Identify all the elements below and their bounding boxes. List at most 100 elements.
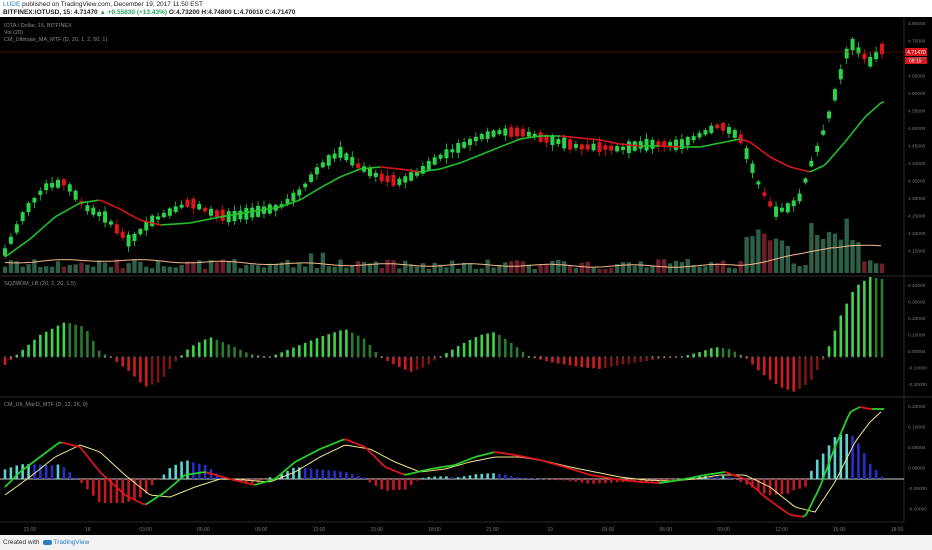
legend-macd: CM_Ult_MacD_MTF (D, 12, 26, 9) xyxy=(4,402,88,408)
candle-body xyxy=(61,179,66,186)
macd-line-segment xyxy=(205,471,210,474)
squeeze-dot xyxy=(663,356,666,358)
volume-bar xyxy=(597,268,602,273)
squeeze-bar xyxy=(480,334,484,357)
ma-segment xyxy=(121,209,126,213)
macd-histogram-bar xyxy=(268,477,272,479)
macd-line-segment xyxy=(94,465,99,471)
ma-segment xyxy=(703,144,708,147)
squeeze-dot xyxy=(739,356,742,358)
squeeze-bar xyxy=(574,357,578,367)
candle-body xyxy=(544,134,549,143)
candle-body xyxy=(291,192,296,202)
macd-line-segment xyxy=(139,501,144,505)
candle-body xyxy=(526,131,531,137)
macd-line-segment xyxy=(4,483,9,488)
ma-segment xyxy=(493,147,498,151)
author-link[interactable]: LUDE xyxy=(3,1,21,8)
macd-line-segment xyxy=(262,480,267,484)
volume-bar xyxy=(614,264,620,273)
ma-segment xyxy=(313,189,318,193)
macd-line-segment xyxy=(25,464,30,469)
candle-body xyxy=(44,183,49,191)
squeeze-dot xyxy=(192,356,195,358)
volume-bar xyxy=(338,259,343,273)
volume-bar xyxy=(797,266,802,273)
price-tick-label: 4.55000 xyxy=(908,109,926,115)
macd-line-segment xyxy=(865,407,870,410)
macd-line-segment xyxy=(70,443,75,447)
candle-body xyxy=(832,89,837,101)
macd-line-segment xyxy=(133,498,138,502)
macd-line-segment xyxy=(22,466,27,471)
tradingview-link[interactable]: TradingView xyxy=(53,539,90,546)
candle-body xyxy=(815,145,820,152)
macd-histogram-bar xyxy=(327,470,331,479)
squeeze-dot xyxy=(245,356,248,358)
ma-segment xyxy=(25,239,30,243)
volume-bar xyxy=(302,266,308,273)
squeeze-bar xyxy=(356,335,360,357)
ma-segment xyxy=(280,204,285,208)
volume-bar xyxy=(444,267,449,273)
ma-segment xyxy=(283,203,288,207)
squeeze-dot xyxy=(839,356,842,358)
macd-line-segment xyxy=(427,467,432,471)
macd-line-segment xyxy=(847,411,852,418)
chart-canvas[interactable]: IOTA / Dollar, 15, BITFINEX Vol (20) CM_… xyxy=(0,17,932,535)
volume-bar xyxy=(497,264,502,273)
macd-line-segment xyxy=(307,452,312,457)
candle-body xyxy=(332,153,337,159)
volume-bar xyxy=(850,240,855,273)
ma-segment xyxy=(61,210,66,214)
ma-segment xyxy=(346,172,351,175)
ma-segment xyxy=(337,175,342,179)
ma-segment xyxy=(64,209,69,213)
ma-segment xyxy=(232,213,237,216)
macd-line-segment xyxy=(337,439,342,443)
volume-bar xyxy=(479,268,484,273)
volume-bar xyxy=(556,259,561,273)
macd-line-segment xyxy=(376,458,381,463)
macd-line-segment xyxy=(679,478,684,481)
volume-bar xyxy=(291,267,296,273)
volume-bar xyxy=(44,266,49,273)
ma-segment xyxy=(244,211,249,214)
volume-bar xyxy=(644,267,649,273)
macd-histogram-bar xyxy=(857,443,860,479)
macd-line-segment xyxy=(580,471,585,474)
volume-bar xyxy=(591,267,596,273)
squeeze-bar xyxy=(509,342,513,357)
squeeze-dot xyxy=(445,356,448,358)
squeeze-bar xyxy=(39,334,42,357)
squeeze-dot xyxy=(498,356,501,358)
volume-bar xyxy=(355,261,361,273)
candle-body xyxy=(444,149,449,159)
squeeze-bar xyxy=(339,330,342,357)
macd-histogram-bar xyxy=(156,479,160,480)
macd-line-segment xyxy=(415,470,420,474)
ma-segment xyxy=(343,173,348,177)
macd-line-segment xyxy=(769,499,774,504)
macd-line-segment xyxy=(700,474,705,477)
macd-line-segment xyxy=(61,441,66,445)
ma-segment xyxy=(145,220,150,224)
chart-area[interactable]: IOTA / Dollar, 15, BITFINEX Vol (20) CM_… xyxy=(0,17,932,535)
ma-segment xyxy=(286,202,291,206)
ma-segment xyxy=(220,215,225,218)
volume-bar xyxy=(738,261,743,273)
squeeze-bar xyxy=(97,350,101,357)
squeeze-dot xyxy=(680,356,683,358)
ma-segment xyxy=(301,196,306,200)
symbol-label: BITFINEX:IOTUSD, 15 xyxy=(3,9,71,16)
macd-line-segment xyxy=(547,461,552,464)
squeeze-dot xyxy=(728,356,730,358)
squeeze-bar xyxy=(386,357,389,362)
ma-segment xyxy=(799,168,804,172)
squeeze-bar xyxy=(586,357,590,368)
squeeze-bar xyxy=(686,355,690,357)
ma-segment xyxy=(76,202,81,206)
macd-histogram-bar xyxy=(91,479,95,496)
volume-bar xyxy=(520,261,526,273)
squeeze-dot xyxy=(698,356,701,358)
